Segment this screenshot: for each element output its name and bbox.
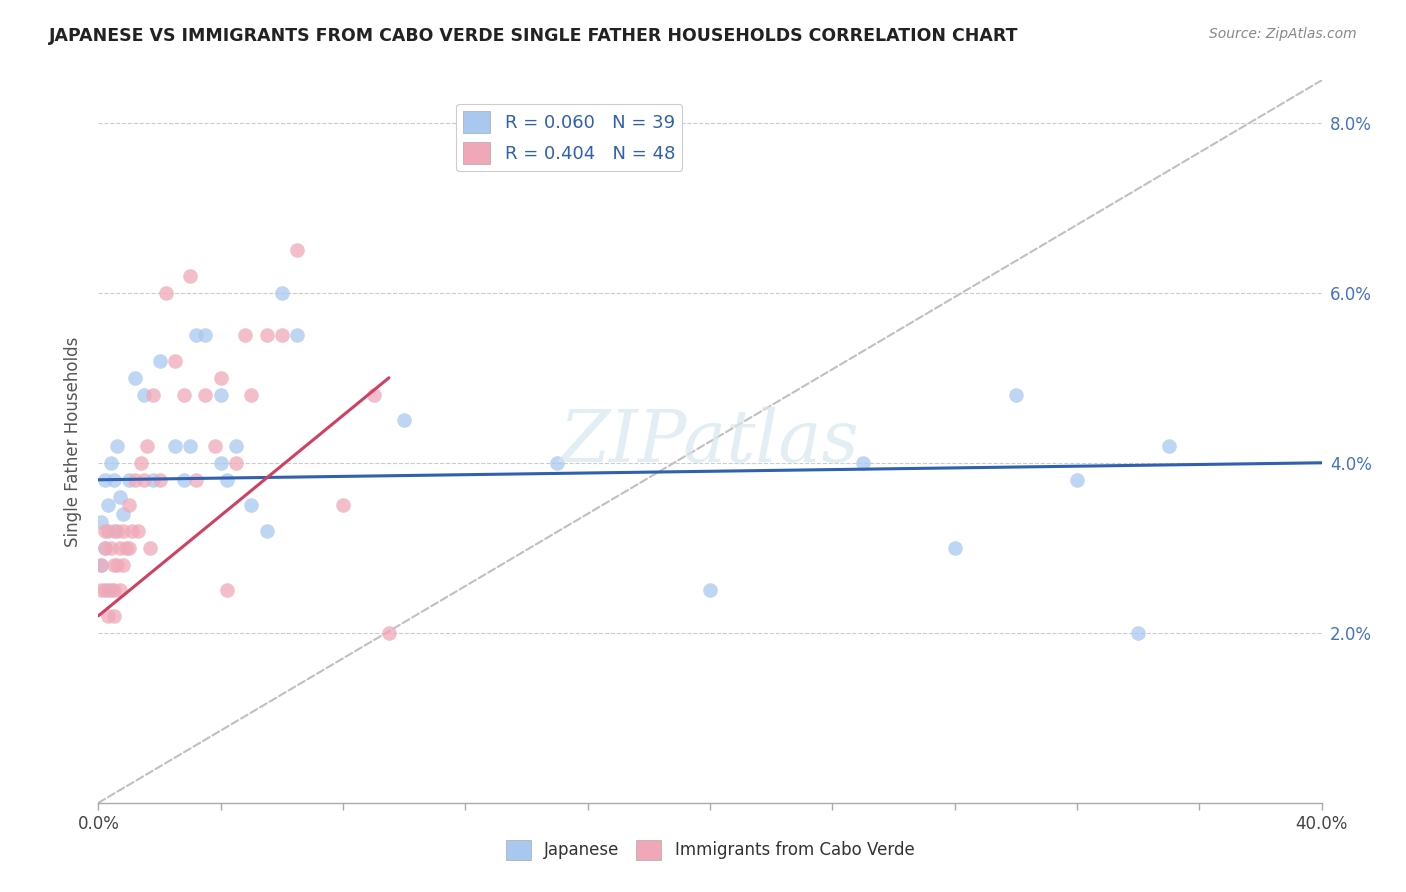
Point: [93, 583, 115, 598]
Point: [105, 439, 128, 453]
Point: [103, 524, 125, 538]
Point: [1128, 625, 1150, 640]
Point: [103, 473, 125, 487]
Point: [142, 473, 165, 487]
Point: [209, 388, 232, 402]
Point: [155, 285, 177, 300]
Point: [194, 328, 217, 343]
Point: [270, 328, 292, 343]
Point: [118, 541, 141, 555]
Point: [943, 541, 966, 555]
Point: [105, 524, 128, 538]
Point: [209, 371, 232, 385]
Point: [240, 498, 263, 512]
Point: [139, 541, 162, 555]
Point: [100, 541, 122, 555]
Point: [186, 328, 208, 343]
Point: [118, 498, 141, 512]
Point: [1004, 388, 1026, 402]
Point: [179, 268, 201, 283]
Point: [108, 490, 131, 504]
Point: [142, 388, 165, 402]
Point: [111, 558, 134, 572]
Point: [163, 439, 186, 453]
Point: [134, 388, 156, 402]
Point: [108, 583, 131, 598]
Point: [256, 524, 278, 538]
Point: [97, 498, 120, 512]
Point: [124, 473, 146, 487]
Point: [93, 524, 115, 538]
Point: [100, 583, 122, 598]
Point: [111, 524, 134, 538]
Point: [115, 541, 138, 555]
Point: [240, 388, 263, 402]
Point: [1066, 473, 1088, 487]
Point: [209, 456, 232, 470]
Point: [105, 558, 128, 572]
Point: [332, 498, 354, 512]
Point: [127, 524, 149, 538]
Point: [215, 473, 238, 487]
Point: [270, 285, 292, 300]
Y-axis label: Single Father Households: Single Father Households: [65, 336, 83, 547]
Point: [93, 473, 115, 487]
Point: [118, 473, 141, 487]
Point: [103, 558, 125, 572]
Point: [134, 473, 156, 487]
Point: [285, 328, 308, 343]
Point: [97, 524, 120, 538]
Point: [225, 456, 247, 470]
Point: [100, 456, 122, 470]
Point: [233, 328, 256, 343]
Point: [129, 456, 152, 470]
Point: [546, 456, 568, 470]
Point: [186, 473, 208, 487]
Point: [97, 608, 120, 623]
Point: [103, 583, 125, 598]
Point: [378, 625, 401, 640]
Point: [136, 439, 159, 453]
Point: [194, 388, 217, 402]
Point: [97, 583, 120, 598]
Point: [103, 608, 125, 623]
Point: [1157, 439, 1180, 453]
Point: [225, 439, 247, 453]
Point: [215, 583, 238, 598]
Point: [93, 541, 115, 555]
Text: ZIPatlas: ZIPatlas: [560, 406, 860, 477]
Text: JAPANESE VS IMMIGRANTS FROM CABO VERDE SINGLE FATHER HOUSEHOLDS CORRELATION CHAR: JAPANESE VS IMMIGRANTS FROM CABO VERDE S…: [49, 27, 1019, 45]
Point: [90, 558, 112, 572]
Point: [285, 244, 308, 258]
Point: [149, 473, 172, 487]
Point: [173, 388, 195, 402]
Point: [852, 456, 875, 470]
Point: [121, 524, 143, 538]
Point: [699, 583, 721, 598]
Point: [256, 328, 278, 343]
Point: [90, 558, 112, 572]
Point: [163, 353, 186, 368]
Point: [124, 371, 146, 385]
Point: [392, 413, 416, 427]
Point: [108, 541, 131, 555]
Point: [179, 439, 201, 453]
Point: [363, 388, 385, 402]
Point: [93, 541, 115, 555]
Text: Source: ZipAtlas.com: Source: ZipAtlas.com: [1209, 27, 1357, 41]
Legend: Japanese, Immigrants from Cabo Verde: Japanese, Immigrants from Cabo Verde: [499, 833, 921, 867]
Point: [204, 439, 226, 453]
Point: [90, 583, 112, 598]
Point: [111, 507, 134, 521]
Point: [149, 353, 172, 368]
Point: [90, 516, 112, 530]
Point: [173, 473, 195, 487]
